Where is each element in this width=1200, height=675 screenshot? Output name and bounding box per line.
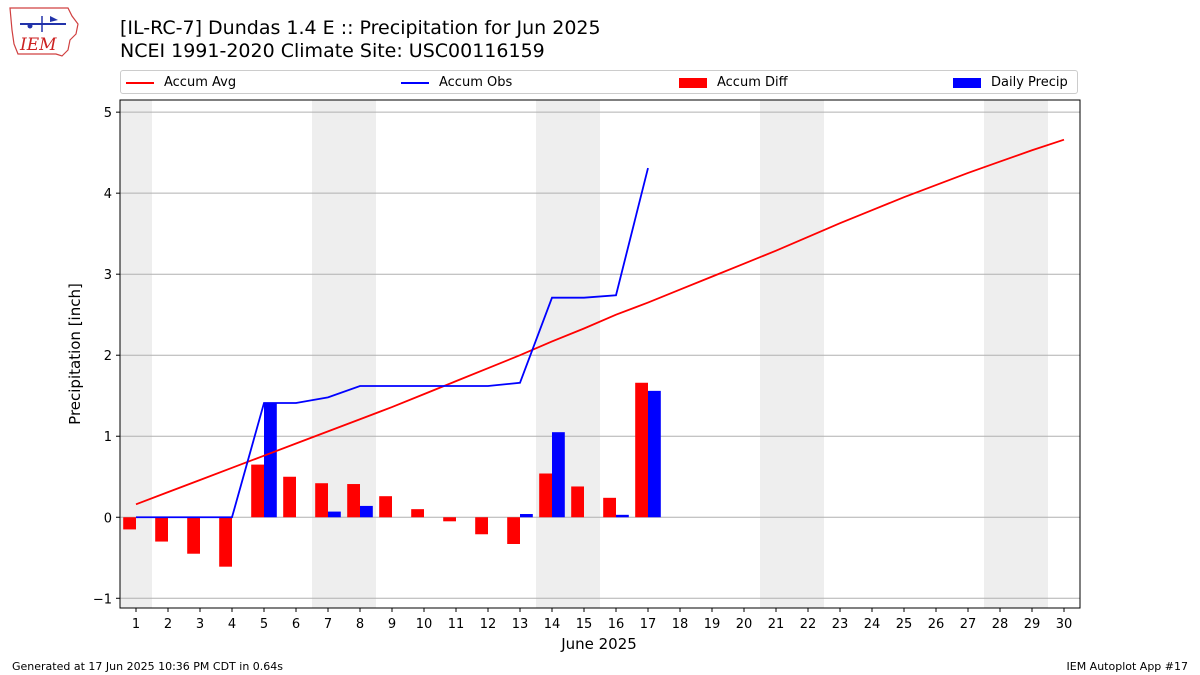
y-axis-label: Precipitation [inch] (66, 283, 84, 425)
accum-diff-bar (539, 473, 552, 518)
weekend-band (120, 100, 152, 608)
daily-precip-bar (360, 505, 373, 518)
daily-precip-bar (328, 511, 341, 518)
legend-box-swatch (953, 77, 981, 88)
daily-precip-bar (552, 432, 565, 518)
y-tick-label: −1 (93, 592, 112, 607)
x-tick-label: 22 (800, 617, 817, 632)
x-tick-label: 12 (480, 617, 497, 632)
x-tick-label: 13 (512, 617, 529, 632)
x-tick-label: 30 (1056, 617, 1073, 632)
x-tick-label: 16 (608, 617, 625, 632)
x-tick-label: 9 (388, 617, 396, 632)
accum-diff-bar (603, 497, 616, 518)
legend-accum-avg: Accum Avg (126, 74, 236, 92)
generated-note: Generated at 17 Jun 2025 10:36 PM CDT in… (12, 660, 284, 673)
accum-diff-bar (315, 483, 328, 518)
x-tick-label: 15 (576, 617, 593, 632)
legend-accum-obs: Accum Obs (401, 74, 512, 92)
y-tick-label: 0 (104, 511, 112, 526)
accum-diff-bar (411, 509, 424, 518)
chart-subtitle: NCEI 1991-2020 Climate Site: USC00116159 (120, 40, 545, 62)
x-axis-label: June 2025 (560, 635, 637, 653)
x-tick-label: 27 (960, 617, 977, 632)
x-tick-label: 2 (164, 617, 172, 632)
accum-diff-bar (635, 382, 648, 518)
legend-label: Accum Diff (717, 75, 788, 90)
legend-box-swatch (679, 77, 707, 88)
accum-diff-bar (507, 517, 520, 544)
x-tick-label: 25 (896, 617, 913, 632)
accum-diff-bar (219, 517, 232, 567)
x-tick-label: 17 (640, 617, 657, 632)
accum-diff-bar (571, 486, 584, 518)
x-tick-label: 10 (416, 617, 433, 632)
x-tick-label: 24 (864, 617, 881, 632)
x-tick-label: 8 (356, 617, 364, 632)
accum-diff-bar (155, 517, 168, 542)
accum-diff-bar (251, 464, 264, 518)
x-tick-label: 4 (228, 617, 236, 632)
x-tick-label: 6 (292, 617, 300, 632)
accum-diff-bar (379, 496, 392, 518)
legend-line-swatch (401, 81, 429, 84)
x-tick-label: 21 (768, 617, 785, 632)
iem-logo: IEM (6, 4, 82, 60)
accum-diff-bar (187, 517, 200, 554)
x-tick-label: 7 (324, 617, 332, 632)
daily-precip-bar (264, 403, 277, 518)
chart-legend: Accum Avg Accum Obs Accum Diff Daily Pre… (120, 70, 1078, 94)
app-note: IEM Autoplot App #17 (1066, 660, 1189, 673)
x-tick-label: 26 (928, 617, 945, 632)
legend-label: Accum Avg (164, 75, 237, 90)
weekend-band (536, 100, 600, 608)
weekend-band (984, 100, 1048, 608)
y-tick-label: 4 (104, 187, 112, 202)
accum-diff-bar (347, 484, 360, 518)
accum-avg-line (135, 138, 1065, 506)
daily-precip-bar (520, 514, 533, 518)
weekend-band (312, 100, 376, 608)
accum-diff-bar (443, 517, 456, 522)
chart-title: [IL-RC-7] Dundas 1.4 E :: Precipitation … (120, 17, 601, 39)
y-tick-label: 1 (104, 430, 112, 445)
y-tick-label: 5 (104, 106, 112, 121)
accum-diff-bar (123, 517, 136, 530)
accum-obs-line (136, 167, 649, 519)
daily-precip-bar (648, 390, 661, 518)
legend-line-swatch (126, 81, 154, 84)
x-tick-label: 19 (704, 617, 721, 632)
x-tick-label: 28 (992, 617, 1009, 632)
x-tick-label: 1 (132, 617, 140, 632)
daily-precip-bar (616, 514, 629, 518)
x-tick-label: 29 (1024, 617, 1041, 632)
plot-frame (119, 99, 1081, 609)
legend-label: Daily Precip (991, 75, 1068, 90)
x-tick-label: 3 (196, 617, 204, 632)
x-tick-label: 14 (544, 617, 561, 632)
accum-diff-bar (475, 517, 488, 535)
x-tick-label: 23 (832, 617, 849, 632)
x-tick-label: 20 (736, 617, 753, 632)
y-tick-label: 2 (104, 349, 112, 364)
x-tick-label: 5 (260, 617, 268, 632)
y-tick-label: 3 (104, 268, 112, 283)
legend-label: Accum Obs (439, 75, 513, 90)
accum-diff-bar (283, 476, 296, 518)
x-tick-label: 11 (448, 617, 465, 632)
svg-text:IEM: IEM (19, 35, 57, 55)
x-tick-label: 18 (672, 617, 689, 632)
weekend-band (760, 100, 824, 608)
legend-accum-diff: Accum Diff (679, 74, 788, 92)
legend-daily-precip: Daily Precip (953, 74, 1068, 92)
